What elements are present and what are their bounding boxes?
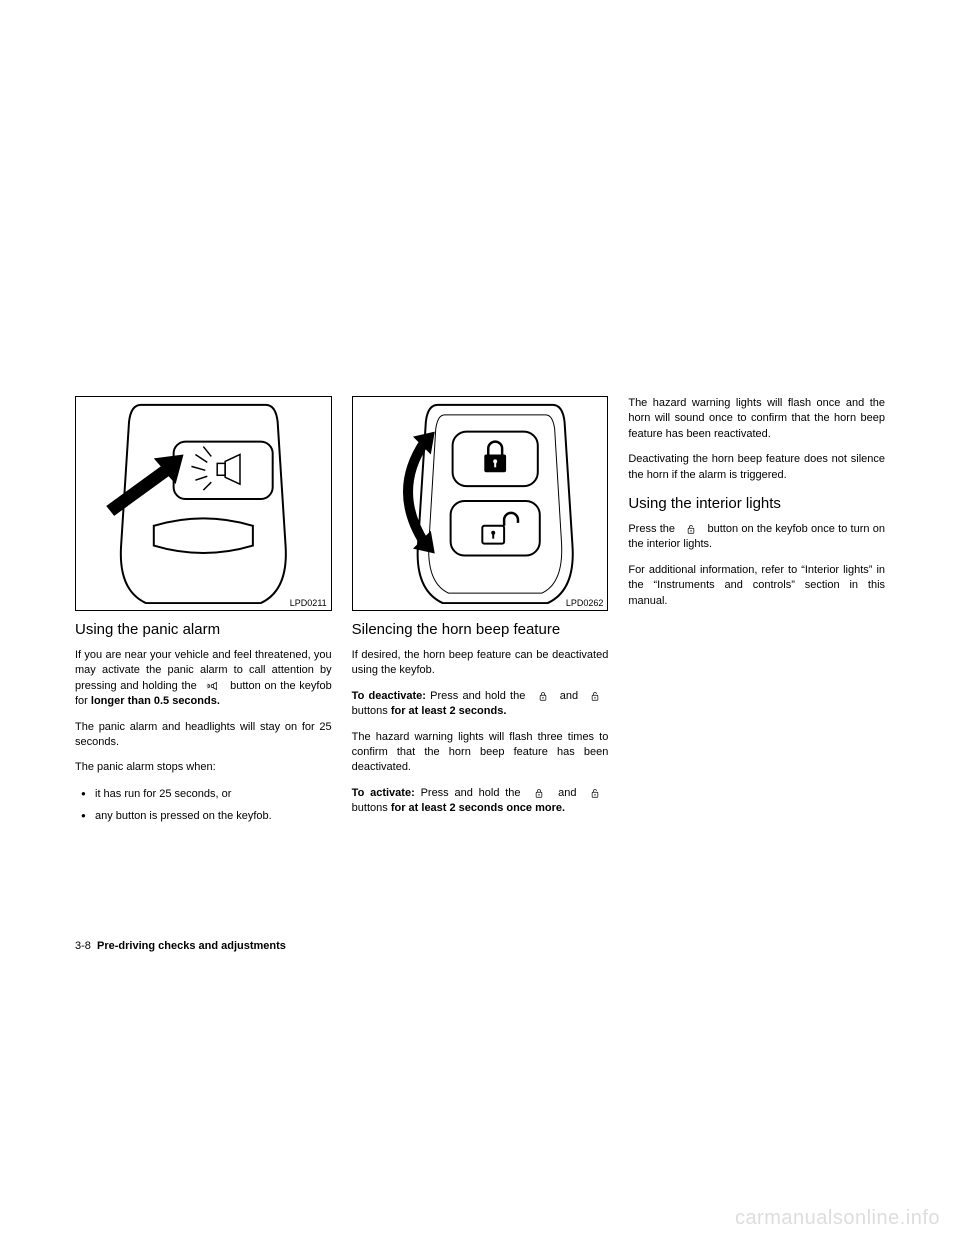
figure-left: LPD0211	[75, 396, 332, 611]
unlock-icon	[588, 691, 602, 701]
panic-p1: If you are near your vehicle and feel th…	[75, 648, 332, 710]
text: buttons	[352, 802, 388, 814]
panic-bullets: it has run for 25 seconds, or any button…	[75, 786, 332, 831]
keyfob-lockunlock-svg	[353, 397, 608, 610]
heading-panic-alarm: Using the panic alarm	[75, 621, 332, 638]
column-1: LPD0211 Using the panic alarm If you are…	[75, 396, 332, 841]
text: and	[560, 690, 578, 702]
text: buttons	[352, 705, 388, 717]
col3-p1: The hazard warning lights will flash onc…	[628, 396, 885, 442]
list-item: it has run for 25 seconds, or	[75, 786, 332, 803]
lock-icon	[532, 788, 546, 798]
text-bold: To deactivate:	[352, 690, 426, 702]
lock-icon	[536, 691, 550, 701]
col3-p3: Press the button on the keyfob once to t…	[628, 522, 885, 553]
text: Press the	[628, 523, 675, 535]
page-footer: 3-8 Pre-driving checks and adjustments	[75, 940, 286, 952]
text-bold: for at least 2 seconds once more.	[391, 802, 565, 814]
panic-p2: The panic alarm and headlights will stay…	[75, 720, 332, 751]
text-bold: for at least 2 seconds.	[391, 705, 507, 717]
figure-label-middle: LPD0262	[566, 598, 604, 608]
text: Press and hold the	[421, 787, 521, 799]
page-number: 3-8	[75, 940, 91, 952]
panic-p3: The panic alarm stops when:	[75, 760, 332, 775]
horn-p2: To deactivate: Press and hold the and bu…	[352, 689, 609, 720]
text: and	[558, 787, 576, 799]
watermark: carmanualsonline.info	[735, 1207, 940, 1230]
horn-p1: If desired, the horn beep feature can be…	[352, 648, 609, 679]
column-2: LPD0262 Silencing the horn beep feature …	[352, 396, 609, 841]
horn-p4: To activate: Press and hold the and butt…	[352, 786, 609, 817]
section-name: Pre-driving checks and adjustments	[97, 940, 286, 952]
page-content: LPD0211 Using the panic alarm If you are…	[75, 396, 885, 841]
column-3: The hazard warning lights will flash onc…	[628, 396, 885, 841]
horn-icon	[206, 681, 220, 691]
text-bold: To activate:	[352, 787, 415, 799]
figure-label-left: LPD0211	[290, 598, 327, 608]
heading-horn-beep: Silencing the horn beep feature	[352, 621, 609, 638]
col3-p4: For additional information, refer to “In…	[628, 563, 885, 609]
heading-interior-lights: Using the interior lights	[628, 495, 885, 512]
unlock-icon	[684, 524, 698, 534]
keyfob-panic-svg	[76, 397, 331, 610]
list-item: any button is pressed on the keyfob.	[75, 808, 332, 825]
unlock-icon	[588, 788, 602, 798]
horn-p3: The hazard warning lights will flash thr…	[352, 730, 609, 776]
text: Press and hold the	[430, 690, 525, 702]
text-bold: longer than 0.5 seconds.	[91, 695, 220, 707]
figure-middle: LPD0262	[352, 396, 609, 611]
col3-p2: Deactivating the horn beep feature does …	[628, 452, 885, 483]
